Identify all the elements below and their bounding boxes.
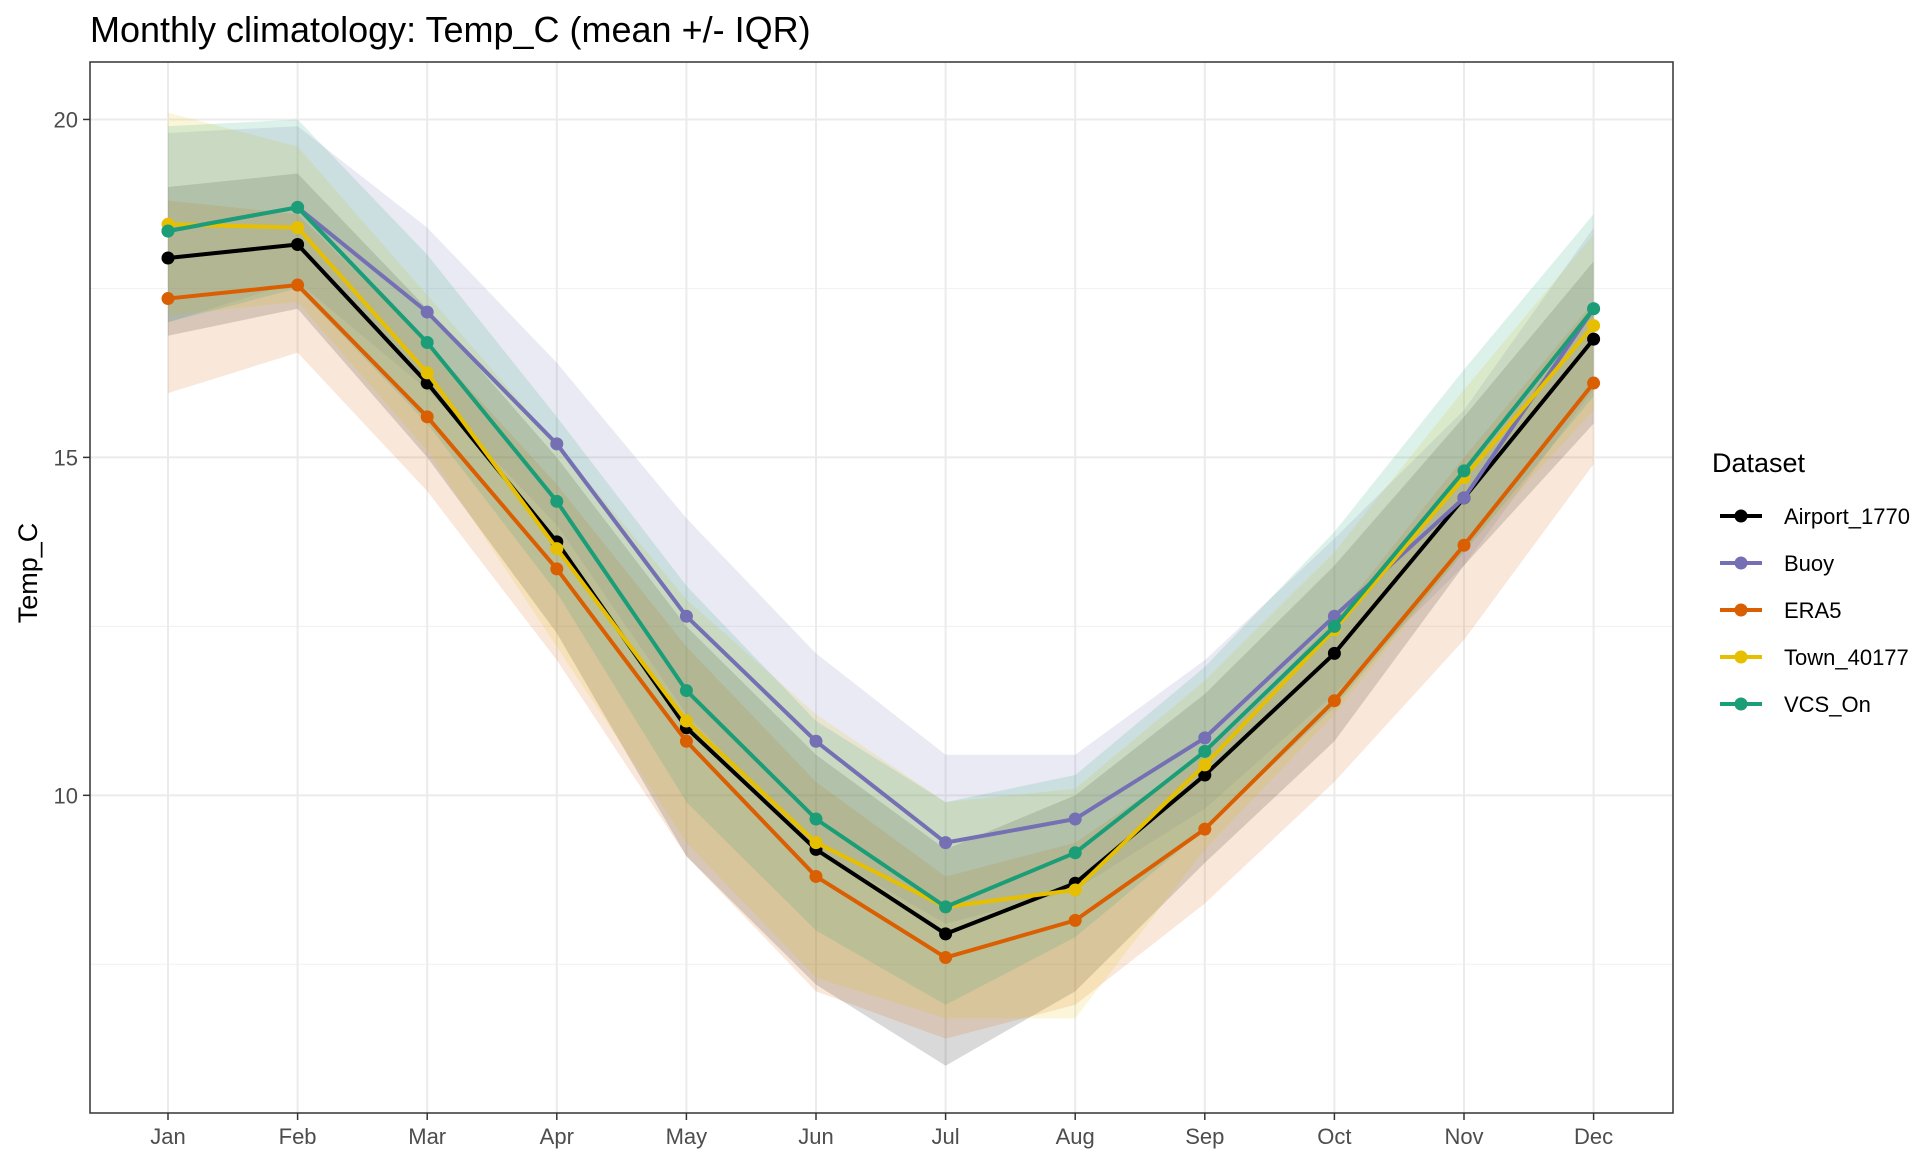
- iqr-ribbon-Buoy: [168, 126, 1594, 924]
- x-tick-label: Feb: [279, 1124, 317, 1149]
- y-tick-label: 20: [54, 107, 78, 132]
- data-point-Buoy-Jul: [939, 836, 953, 850]
- series-line-ERA5: [167, 283, 1596, 960]
- x-tick-label: Oct: [1317, 1124, 1351, 1149]
- data-point-Buoy-Mar: [420, 305, 434, 319]
- data-point-ERA5-Dec: [1587, 376, 1601, 390]
- data-point-VCS_On-May: [679, 684, 693, 698]
- x-tick-label: Apr: [540, 1124, 574, 1149]
- data-point-ERA5-Apr: [550, 562, 564, 576]
- data-point-VCS_On-Jul: [939, 900, 953, 914]
- legend-item-Buoy: Buoy: [1720, 551, 1834, 576]
- data-point-Airport_1770-Oct: [1327, 646, 1341, 660]
- legend-label: Airport_1770: [1784, 504, 1910, 529]
- series-line-VCS_On: [167, 205, 1596, 909]
- plot-background: [90, 62, 1673, 1113]
- legend-label: VCS_On: [1784, 692, 1871, 717]
- data-point-ERA5-Sep: [1198, 822, 1212, 836]
- data-point-VCS_On-Mar: [420, 335, 434, 349]
- data-point-ERA5-Oct: [1327, 694, 1341, 708]
- data-point-VCS_On-Apr: [550, 494, 564, 508]
- iqr-ribbon-Town_40177: [168, 112, 1594, 1019]
- iqr-ribbon-ERA5: [168, 200, 1594, 1039]
- y-axis-title: Temp_C: [13, 523, 43, 624]
- chart-title: Monthly climatology: Temp_C (mean +/- IQ…: [90, 9, 811, 50]
- series-line-Town_40177: [167, 222, 1596, 909]
- legend-key-point: [1734, 603, 1748, 617]
- data-point-Buoy-Nov: [1457, 491, 1471, 505]
- data-point-VCS_On-Sep: [1198, 744, 1212, 758]
- data-point-VCS_On-Dec: [1587, 302, 1601, 316]
- data-point-Town_40177-Sep: [1198, 758, 1212, 772]
- data-point-VCS_On-Feb: [291, 200, 305, 214]
- iqr-ribbon-VCS_On: [168, 119, 1594, 1005]
- legend-label: Town_40177: [1784, 645, 1909, 670]
- legend: Dataset Airport_1770 Buoy ERA5 Town_40177 VC…: [1712, 448, 1910, 717]
- data-point-Airport_1770-Jul: [939, 927, 953, 941]
- data-point-Town_40177-Mar: [420, 366, 434, 380]
- x-tick-label: Jan: [150, 1124, 185, 1149]
- legend-title: Dataset: [1712, 448, 1806, 478]
- x-tick-label: Dec: [1574, 1124, 1613, 1149]
- data-point-VCS_On-Nov: [1457, 464, 1471, 478]
- data-point-Buoy-Sep: [1198, 731, 1212, 745]
- data-point-Town_40177-Jun: [809, 836, 823, 850]
- series-line-Buoy: [167, 205, 1596, 845]
- data-point-ERA5-May: [679, 734, 693, 748]
- x-tick-label: Nov: [1444, 1124, 1483, 1149]
- data-point-Buoy-Aug: [1068, 812, 1082, 826]
- data-point-ERA5-Aug: [1068, 913, 1082, 927]
- y-tick-label: 10: [54, 783, 78, 808]
- data-point-Airport_1770-Dec: [1587, 332, 1601, 346]
- legend-item-ERA5: ERA5: [1720, 598, 1841, 623]
- plot-area: 10 15 20 Jan Feb Mar Apr May Jun Jul Aug Sep Oct Nov D…: [54, 61, 1674, 1149]
- legend-item-VCS_On: VCS_On: [1720, 692, 1871, 717]
- data-point-Town_40177-Feb: [291, 221, 305, 235]
- legend-item-Airport_1770: Airport_1770: [1720, 504, 1910, 529]
- data-point-ERA5-Jan: [161, 292, 175, 306]
- data-point-VCS_On-Aug: [1068, 846, 1082, 860]
- data-point-VCS_On-Jun: [809, 812, 823, 826]
- data-point-Airport_1770-Feb: [291, 237, 305, 251]
- data-point-Buoy-Jun: [809, 734, 823, 748]
- data-point-Buoy-May: [679, 609, 693, 623]
- series-line-Airport_1770: [167, 242, 1596, 936]
- data-point-Town_40177-May: [679, 714, 693, 728]
- data-point-Town_40177-Apr: [550, 542, 564, 556]
- x-tick-label: Mar: [408, 1124, 446, 1149]
- x-tick-label: Sep: [1185, 1124, 1224, 1149]
- data-point-Town_40177-Dec: [1587, 319, 1601, 333]
- data-point-VCS_On-Jan: [161, 224, 175, 238]
- data-point-Airport_1770-Jan: [161, 251, 175, 265]
- data-point-ERA5-Nov: [1457, 538, 1471, 552]
- x-tick-label: Jun: [798, 1124, 833, 1149]
- legend-key-point: [1734, 697, 1748, 711]
- legend-key-point: [1734, 556, 1748, 570]
- x-tick-label: Aug: [1056, 1124, 1095, 1149]
- legend-label: Buoy: [1784, 551, 1834, 576]
- legend-key-point: [1734, 650, 1748, 664]
- data-point-Airport_1770-Sep: [1198, 768, 1212, 782]
- data-point-ERA5-Jun: [809, 869, 823, 883]
- x-tick-label: Jul: [932, 1124, 960, 1149]
- data-point-Town_40177-Aug: [1068, 883, 1082, 897]
- legend-item-Town_40177: Town_40177: [1720, 645, 1909, 670]
- x-tick-label: May: [666, 1124, 708, 1149]
- legend-label: ERA5: [1784, 598, 1841, 623]
- legend-key-point: [1734, 509, 1748, 523]
- data-point-VCS_On-Oct: [1327, 619, 1341, 633]
- y-tick-label: 15: [54, 445, 78, 470]
- data-point-ERA5-Jul: [939, 951, 953, 965]
- data-point-Buoy-Apr: [550, 437, 564, 451]
- data-point-ERA5-Mar: [420, 410, 434, 424]
- plot-border: [89, 61, 1674, 1114]
- data-point-ERA5-Feb: [291, 278, 305, 292]
- iqr-ribbon-Airport_1770: [168, 173, 1594, 1066]
